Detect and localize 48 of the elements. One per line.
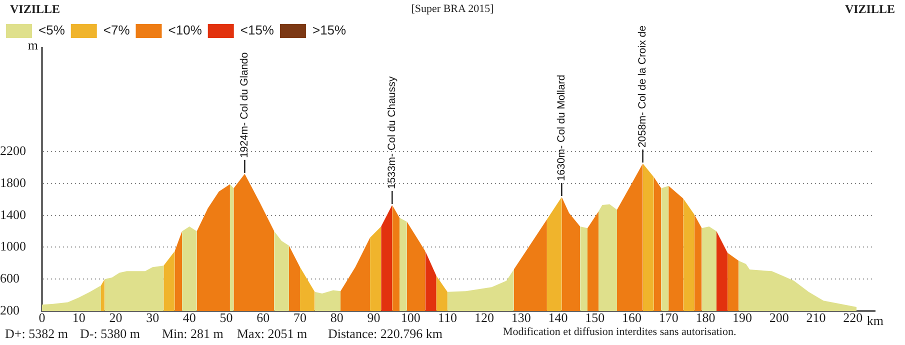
annotation: 1533m- Col du Chaussy <box>386 76 398 190</box>
x-tick-label: 70 <box>294 310 307 326</box>
text: Modification et diffusion interdites sans autorisation. <box>503 326 736 338</box>
legend-label: <10% <box>168 22 202 38</box>
text: D+: 5382 m <box>5 326 68 342</box>
x-tick-label: 60 <box>256 310 270 326</box>
x-tick-label: 220 <box>843 310 863 326</box>
y-tick-label: 600 <box>0 270 20 286</box>
x-tick-label: 110 <box>438 310 457 326</box>
legend-label: >15% <box>312 22 347 38</box>
x-tick-label: 190 <box>732 310 752 326</box>
x-tick-label: 100 <box>400 310 420 326</box>
x-tick-label: 130 <box>511 310 531 326</box>
x-tick-label: 90 <box>367 310 380 326</box>
x-tick-label: 40 <box>182 310 196 326</box>
x-tick-label: 50 <box>220 310 233 326</box>
y-tick-label: 2200 <box>0 143 26 158</box>
x-tick-label: 20 <box>109 310 122 326</box>
y-tick-label: 1800 <box>0 174 26 190</box>
text: Min: 281 m <box>162 326 224 342</box>
chart-title: [Super BRA 2015] <box>411 3 494 15</box>
x-tick-label: 0 <box>38 310 46 326</box>
text: VIZILLE <box>844 2 895 17</box>
x-tick-label: 150 <box>585 310 605 326</box>
x-tick-label: 180 <box>696 310 716 326</box>
x-tick-label: 200 <box>769 310 789 326</box>
annotation: 1924m- Col du Glando <box>238 52 251 158</box>
x-tick-label: 140 <box>548 310 568 326</box>
text: D-: 5380 m <box>80 326 140 342</box>
x-tick-label: 170 <box>658 310 678 326</box>
text: Distance: 220.796 km <box>328 326 442 342</box>
legend-label: <7% <box>103 22 130 38</box>
y-tick-label: 1000 <box>0 238 26 254</box>
legend-label: <15% <box>240 22 274 38</box>
text: VIZILLE <box>10 2 60 17</box>
x-tick-label: 120 <box>474 310 494 326</box>
annotation: 2058m- Col de la Croix de <box>636 25 649 148</box>
x-tick-label: 30 <box>146 310 160 326</box>
x-tick-label: 80 <box>330 310 344 326</box>
y-axis-title: m <box>28 37 38 52</box>
x-tick-label: 210 <box>806 310 826 326</box>
annotation: 1630m- Col du Mollard <box>556 74 568 182</box>
x-axis-title: km <box>866 312 884 328</box>
legend-label: <5% <box>38 22 66 38</box>
text: Max: 2051 m <box>237 326 308 342</box>
y-tick-label: 1400 <box>0 206 26 222</box>
x-tick-label: 160 <box>622 310 642 326</box>
x-tick-label: 10 <box>72 310 86 326</box>
